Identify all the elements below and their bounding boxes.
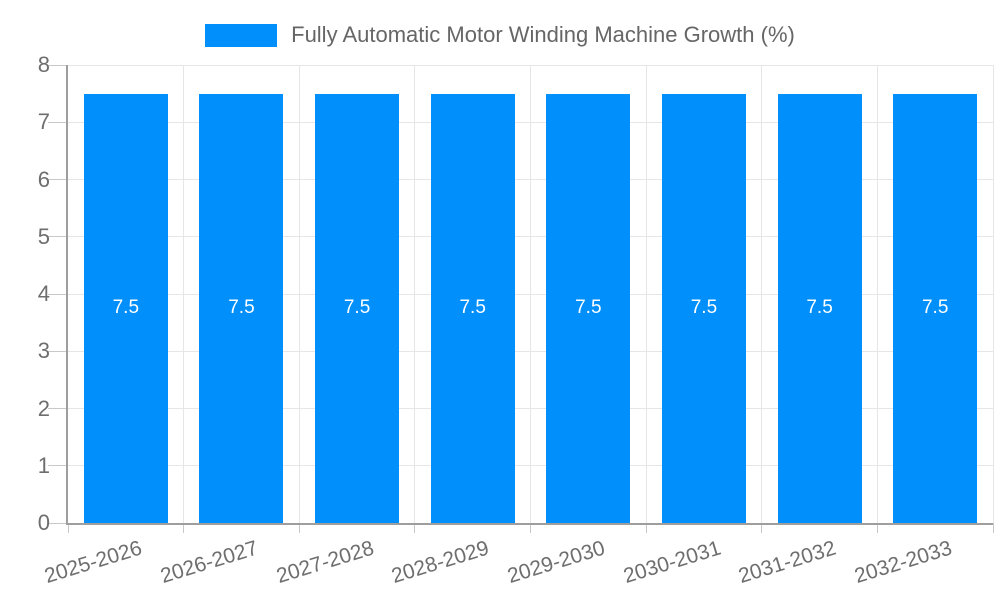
legend-item[interactable]: Fully Automatic Motor Winding Machine Gr… bbox=[205, 22, 795, 48]
x-axis-tick bbox=[67, 523, 69, 533]
y-axis-tick bbox=[48, 179, 68, 180]
y-axis-tick-label: 3 bbox=[37, 338, 50, 364]
x-axis-label: 2032-2033 bbox=[851, 536, 955, 588]
y-axis-tick-label: 2 bbox=[37, 395, 50, 421]
bar-value-label: 7.5 bbox=[228, 297, 255, 319]
bar-2028-2029[interactable]: 7.5 bbox=[430, 93, 515, 523]
bar-2025-2026[interactable]: 7.5 bbox=[83, 93, 168, 523]
gridline bbox=[298, 65, 300, 523]
x-axis-label: 2030-2031 bbox=[620, 536, 724, 588]
x-axis-label: 2026-2027 bbox=[157, 536, 261, 588]
bar-2031-2032[interactable]: 7.5 bbox=[777, 93, 862, 523]
bar-value-label: 7.5 bbox=[112, 297, 140, 319]
x-axis-tick bbox=[530, 523, 531, 533]
y-axis-line bbox=[66, 65, 68, 525]
y-axis-tick bbox=[48, 64, 68, 66]
y-axis-tick-label: 6 bbox=[37, 166, 50, 192]
x-axis-line bbox=[66, 523, 993, 525]
x-axis-label: 2031-2032 bbox=[736, 536, 839, 588]
x-axis-label: 2028-2029 bbox=[389, 536, 492, 588]
bar-value-label: 7.5 bbox=[343, 297, 371, 319]
gridline bbox=[992, 65, 994, 523]
x-axis-tick bbox=[645, 523, 647, 533]
bar-2027-2028[interactable]: 7.5 bbox=[315, 93, 400, 523]
gridline bbox=[530, 65, 531, 523]
x-axis-label: 2025-2026 bbox=[42, 536, 146, 588]
x-axis-tick bbox=[992, 523, 994, 533]
bar-2029-2030[interactable]: 7.5 bbox=[546, 93, 631, 523]
x-axis-tick bbox=[183, 523, 185, 533]
bar-value-label: 7.5 bbox=[575, 297, 602, 319]
x-axis-tick bbox=[298, 523, 300, 533]
y-axis-tick-label: 5 bbox=[37, 223, 50, 249]
x-axis-tick bbox=[876, 523, 878, 533]
bar-value-label: 7.5 bbox=[459, 297, 486, 319]
gridline bbox=[645, 65, 647, 523]
bar-value-label: 7.5 bbox=[921, 297, 949, 319]
x-axis-label: 2029-2030 bbox=[504, 536, 608, 588]
y-axis-tick-label: 1 bbox=[37, 452, 50, 478]
y-axis-tick bbox=[48, 408, 68, 409]
gridline bbox=[183, 65, 185, 523]
x-axis-tick bbox=[761, 523, 763, 533]
y-axis-tick bbox=[48, 236, 68, 238]
x-axis-label: 2027-2028 bbox=[273, 536, 377, 588]
gridline bbox=[761, 65, 763, 523]
y-axis-tick-label: 8 bbox=[37, 52, 50, 77]
gridline bbox=[876, 65, 878, 523]
legend-label: Fully Automatic Motor Winding Machine Gr… bbox=[291, 22, 795, 47]
bar-2026-2027[interactable]: 7.5 bbox=[199, 93, 284, 523]
bar-value-label: 7.5 bbox=[806, 297, 833, 319]
y-axis-tick bbox=[48, 522, 68, 524]
y-axis-tick-label: 7 bbox=[37, 109, 50, 135]
y-axis-tick-label: 4 bbox=[37, 281, 50, 306]
bar-2030-2031[interactable]: 7.5 bbox=[661, 93, 746, 523]
legend: Fully Automatic Motor Winding Machine Gr… bbox=[0, 22, 1000, 48]
x-axis-tick bbox=[414, 523, 416, 533]
bar-2032-2033[interactable]: 7.5 bbox=[893, 93, 978, 523]
y-axis-tick bbox=[48, 121, 68, 123]
y-axis-tick bbox=[48, 350, 68, 352]
y-axis-tick bbox=[48, 465, 68, 467]
bar-value-label: 7.5 bbox=[690, 297, 718, 319]
gridline bbox=[414, 65, 416, 523]
y-axis-tick-label: 0 bbox=[37, 510, 50, 535]
legend-swatch-icon bbox=[205, 23, 278, 47]
y-axis-tick bbox=[48, 293, 68, 295]
